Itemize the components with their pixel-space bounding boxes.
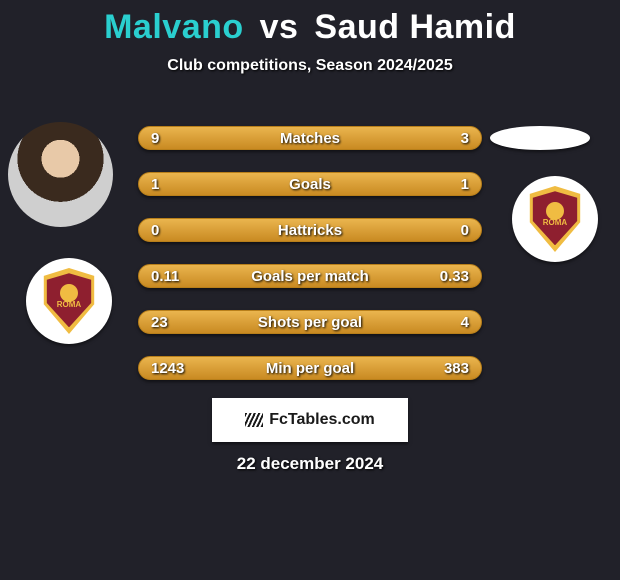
player2-name: Saud Hamid <box>314 8 515 46</box>
player1-avatar <box>8 122 113 227</box>
stat-right-value: 383 <box>444 357 469 381</box>
player1-name: Malvano <box>104 8 244 46</box>
subtitle: Club competitions, Season 2024/2025 <box>0 57 620 75</box>
stat-label: Min per goal <box>139 357 481 381</box>
roma-shield-icon <box>41 268 97 334</box>
watermark-icon <box>245 413 263 427</box>
stat-bar: 1Goals1 <box>138 172 482 196</box>
comparison-title: Malvano vs Saud Hamid <box>0 0 620 47</box>
stat-bar: 1243Min per goal383 <box>138 356 482 380</box>
stat-right-value: 0.33 <box>440 265 469 289</box>
roma-shield-icon <box>527 186 583 252</box>
stat-label: Matches <box>139 127 481 151</box>
stat-bar: 9Matches3 <box>138 126 482 150</box>
watermark: FcTables.com <box>212 398 408 442</box>
stat-right-value: 3 <box>461 127 469 151</box>
stat-right-value: 4 <box>461 311 469 335</box>
watermark-text: FcTables.com <box>269 411 375 429</box>
stat-right-value: 1 <box>461 173 469 197</box>
stat-label: Goals per match <box>139 265 481 289</box>
stat-label: Goals <box>139 173 481 197</box>
title-vs: vs <box>260 8 299 46</box>
player2-avatar <box>490 126 590 150</box>
stat-label: Hattricks <box>139 219 481 243</box>
stat-bar: 0.11Goals per match0.33 <box>138 264 482 288</box>
stat-bar: 0Hattricks0 <box>138 218 482 242</box>
stat-label: Shots per goal <box>139 311 481 335</box>
player1-club-crest <box>26 258 112 344</box>
stat-right-value: 0 <box>461 219 469 243</box>
stat-bar: 23Shots per goal4 <box>138 310 482 334</box>
player2-club-crest <box>512 176 598 262</box>
stat-bars: 9Matches3 1Goals1 0Hattricks0 0.11Goals per… <box>138 126 482 402</box>
date-text: 22 december 2024 <box>0 454 620 474</box>
